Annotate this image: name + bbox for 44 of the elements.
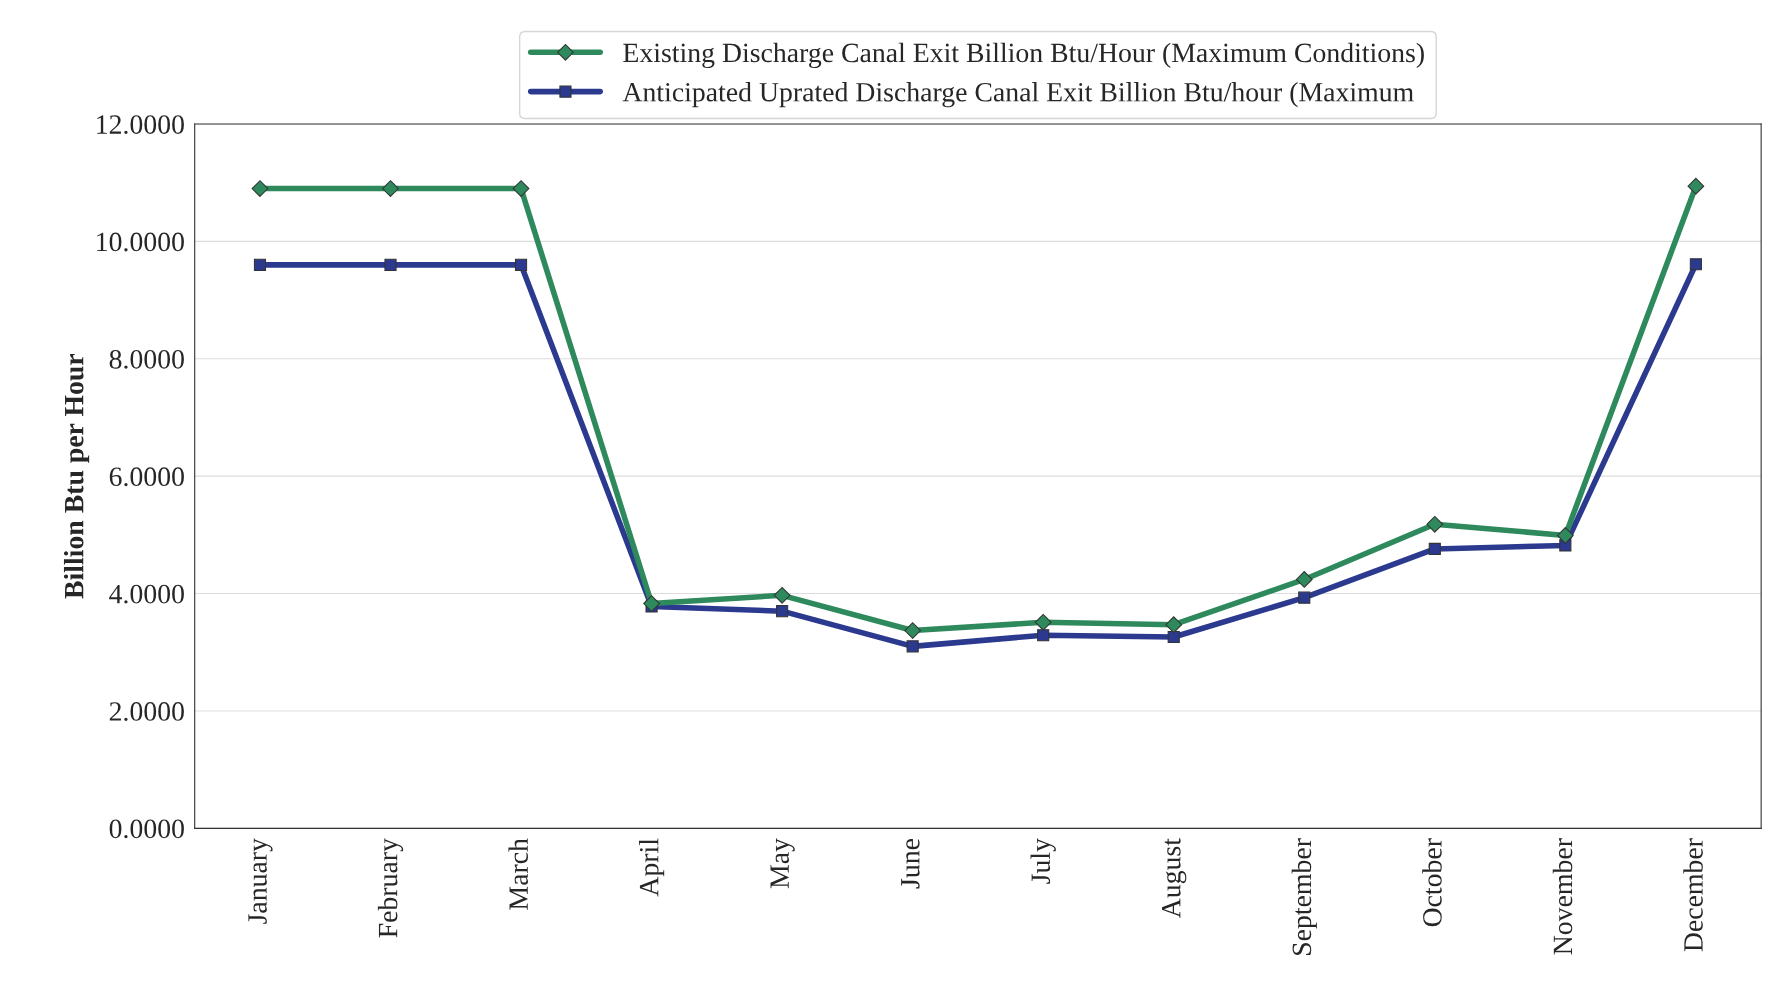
y-tick-label: 8.0000 [109,349,184,369]
point [1689,258,1702,271]
point [1167,630,1180,644]
point [1295,571,1313,588]
point [643,595,660,612]
point [1298,591,1311,604]
y-tick-label: 10.0000 [97,232,184,252]
legend-label: Anticipated Uprated Discharge Canal Exit Billion Btu/hour (Maximum [622,82,1414,108]
x-tick-label: June [901,839,920,889]
point [514,258,528,271]
x-tick-label: August [1162,838,1187,919]
y-tick-label: 12.0000 [97,115,184,135]
x-tick-label: May [770,838,795,889]
y-tick-label: 6.0000 [109,467,184,487]
point [1165,616,1183,634]
point [1687,177,1705,195]
x-tick-label: November [1552,838,1573,955]
point [773,586,791,604]
point [1037,629,1050,642]
y-tick-label: 0.0000 [109,819,184,839]
x-tick-label: January [248,838,273,924]
x-tick-label: July [1030,838,1056,884]
legend-label: Existing Discharge Canal Exit Billion Btu/Hour (Maximum Conditions) [623,42,1424,69]
x-tick-label: April [638,838,665,897]
point [776,605,789,618]
y-axis-title: Billion Btu per Hour [63,353,90,599]
y-tick-label: 2.0000 [109,702,184,721]
x-tick-label: October [1422,838,1442,927]
point [1034,613,1052,631]
point [253,258,267,271]
y-tick-label: 4.0000 [109,584,184,604]
x-tick-label: December [1683,838,1703,952]
point [382,180,399,197]
x-tick-label: September [1291,838,1317,955]
point [904,622,922,639]
point [1556,527,1574,544]
x-tick-label: February [377,838,404,938]
point [906,640,919,653]
point [384,258,397,271]
point [251,180,269,197]
point [512,180,530,197]
point [1426,515,1444,533]
x-tick-label: March [508,838,528,910]
point [1428,542,1441,556]
